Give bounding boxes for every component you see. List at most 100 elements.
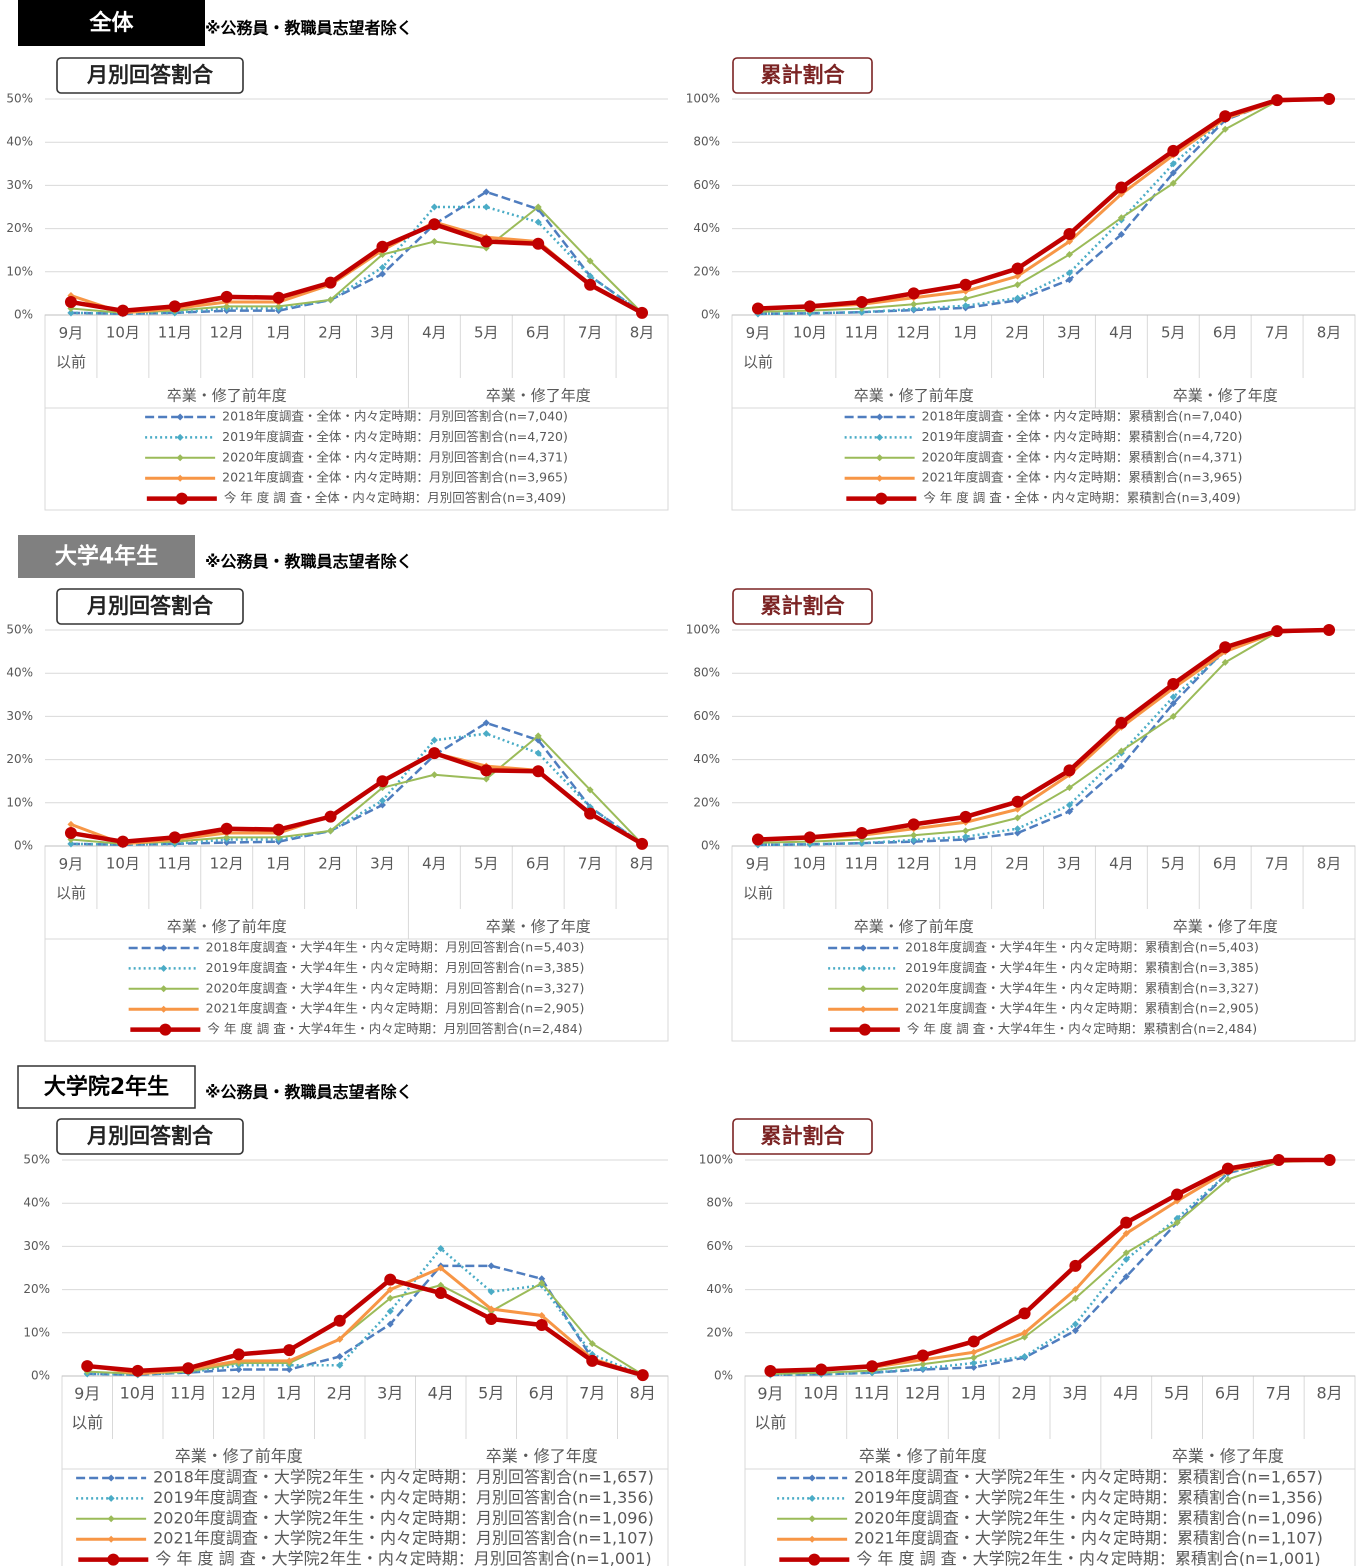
point <box>636 306 649 319</box>
legend-marker <box>876 413 884 421</box>
point <box>336 1361 344 1369</box>
x-tick-label: 12月 <box>210 855 244 873</box>
point <box>1219 110 1232 123</box>
point <box>751 833 764 846</box>
point <box>959 278 972 291</box>
x-tick-label: 4月 <box>422 855 447 873</box>
y-tick-label: 20% <box>6 221 33 235</box>
legend-marker <box>876 474 884 482</box>
x-tick-label: 4月 <box>428 1384 454 1403</box>
point <box>1014 825 1022 833</box>
point <box>636 1369 649 1382</box>
point <box>428 218 441 231</box>
x-tick-label: 6月 <box>1213 324 1238 342</box>
y-tick-label: 20% <box>6 752 33 766</box>
point <box>1071 1294 1079 1302</box>
point <box>584 278 597 291</box>
x-tick-label: 10月 <box>793 855 827 873</box>
point <box>1117 762 1125 770</box>
point <box>437 1245 445 1253</box>
chart-title-box <box>56 1118 244 1155</box>
point <box>1021 1333 1029 1341</box>
chart-title-box <box>732 57 873 94</box>
legend-label: 2018年度調査・全体・内々定時期：累積割合(n=7,040) <box>922 409 1243 424</box>
point <box>1169 160 1177 168</box>
point <box>1169 179 1177 187</box>
point <box>1122 1249 1130 1257</box>
y-tick-label: 60% <box>693 709 720 723</box>
point <box>910 300 918 308</box>
point <box>970 1359 978 1367</box>
point <box>182 1362 195 1375</box>
series-line <box>757 628 1330 847</box>
legend-marker <box>859 1005 867 1013</box>
x-tick-label: 8月 <box>1316 1384 1342 1403</box>
x-tick-label: 6月 <box>1215 1384 1241 1403</box>
y-tick-label: 40% <box>6 666 33 680</box>
x-tick-label: 3月 <box>370 855 395 873</box>
point <box>855 296 868 309</box>
y-tick-label: 30% <box>6 178 33 192</box>
point <box>586 786 594 794</box>
point <box>1122 1255 1130 1263</box>
x-tick-label: 3月 <box>377 1384 403 1403</box>
point <box>1014 814 1022 822</box>
point <box>430 771 438 779</box>
section-note: ※公務員・教職員志望者除く <box>205 552 413 571</box>
x-tick-label: 5月 <box>1161 324 1186 342</box>
legend-label: 2020年度調査・大学4年生・内々定時期：累積割合(n=3,327) <box>905 980 1259 995</box>
y-tick-label: 10% <box>6 264 33 278</box>
x-tick-label: 4月 <box>1113 1384 1139 1403</box>
point <box>1122 1273 1130 1281</box>
point <box>962 295 970 303</box>
series-line <box>70 205 643 315</box>
legend-label: 2019年度調査・大学4年生・内々定時期：月別回答割合(n=3,385) <box>206 960 585 975</box>
point <box>430 238 438 246</box>
chart-title-box <box>732 588 873 625</box>
point <box>962 302 970 310</box>
y-tick-label: 10% <box>6 795 33 809</box>
point <box>1065 269 1073 277</box>
chart-title: 累計割合 <box>761 63 846 87</box>
point <box>428 747 441 760</box>
series-line <box>70 732 643 846</box>
chart-title: 累計割合 <box>761 594 846 618</box>
x-tick-label: 6月 <box>526 855 551 873</box>
point <box>815 1363 828 1376</box>
point <box>223 833 231 841</box>
point <box>1011 795 1024 808</box>
legend-label: 2018年度調査・大学4年生・内々定時期：累積割合(n=5,403) <box>905 940 1259 955</box>
legend-marker <box>876 433 884 441</box>
point <box>1071 1320 1079 1328</box>
point <box>1224 1175 1232 1183</box>
legend-marker <box>176 433 184 441</box>
x-tick-label: 7月 <box>578 324 603 342</box>
point <box>1014 281 1022 289</box>
point <box>327 827 335 835</box>
point <box>1323 93 1336 105</box>
legend-marker <box>808 1494 816 1502</box>
legend-label: 2020年度調査・全体・内々定時期：累積割合(n=4,371) <box>922 449 1243 464</box>
point <box>1171 1188 1184 1201</box>
point <box>430 736 438 744</box>
point <box>538 1279 546 1287</box>
legend-label: 2021年度調査・大学院2年生・内々定時期：月別回答割合(n=1,107) <box>153 1529 654 1548</box>
section-title: 全体 <box>88 10 134 36</box>
x-tick-label: 7月 <box>579 1384 605 1403</box>
legend-label: 2018年度調査・全体・内々定時期：月別回答割合(n=7,040) <box>222 409 568 424</box>
legend-marker <box>858 1023 871 1036</box>
point <box>532 237 545 250</box>
point <box>970 1354 978 1362</box>
x-group-label: 卒業・修了年度 <box>486 387 591 405</box>
legend-label: 2018年度調査・大学院2年生・内々定時期：月別回答割合(n=1,657) <box>153 1468 654 1487</box>
y-tick-label: 40% <box>693 221 720 235</box>
section-header-box <box>17 1065 196 1109</box>
legend-marker <box>808 1535 816 1543</box>
x-tick-label: 10月 <box>120 1384 156 1403</box>
series-line <box>770 1158 1330 1377</box>
y-tick-label: 60% <box>693 178 720 192</box>
y-tick-label: 0% <box>714 1369 733 1383</box>
legend-marker <box>159 1023 172 1036</box>
y-tick-label: 0% <box>31 1369 50 1383</box>
